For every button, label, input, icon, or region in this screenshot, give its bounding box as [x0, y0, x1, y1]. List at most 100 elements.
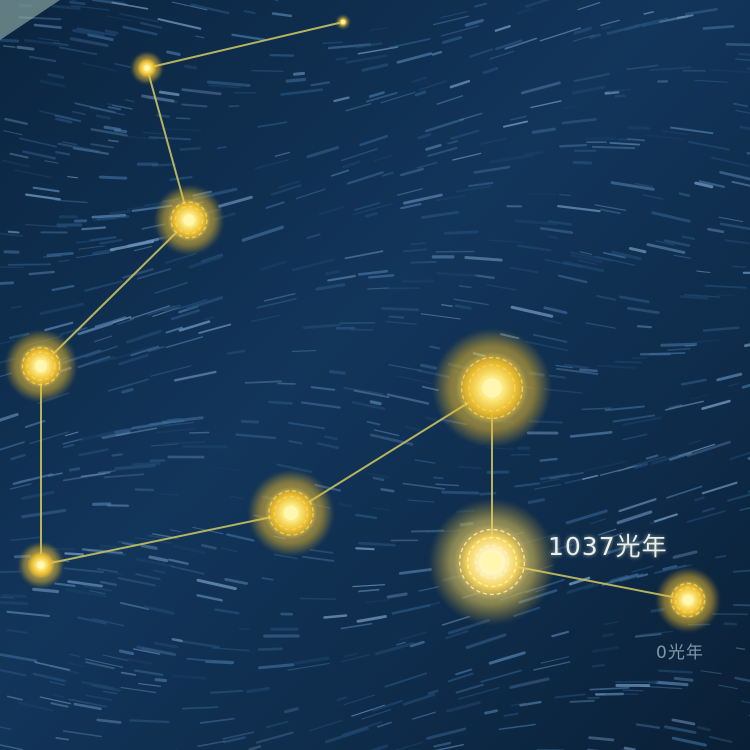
brush-stroke: [600, 19, 620, 27]
brush-stroke: [81, 680, 115, 690]
brush-stroke: [464, 18, 484, 27]
brush-stroke: [441, 490, 480, 495]
brush-stroke: [206, 80, 251, 88]
star: [18, 542, 64, 588]
brush-stroke: [106, 15, 132, 22]
brush-stroke: [67, 662, 85, 668]
brush-stroke: [592, 646, 620, 653]
brush-stroke: [112, 104, 133, 110]
brush-stroke: [315, 283, 346, 291]
brush-stroke: [125, 135, 158, 141]
brush-stroke: [214, 608, 240, 615]
brush-stroke: [436, 272, 478, 278]
brush-stroke: [212, 466, 241, 472]
brush-stroke: [54, 582, 76, 587]
brush-stroke: [396, 188, 423, 196]
brush-stroke: [365, 598, 390, 604]
brush-stroke: [676, 14, 694, 19]
brush-stroke: [158, 90, 180, 97]
brush-stroke: [14, 169, 52, 179]
brush-stroke: [582, 474, 599, 480]
brush-stroke: [427, 689, 439, 695]
brush-stroke: [563, 363, 589, 370]
brush-stroke: [426, 601, 441, 607]
brush-stroke: [602, 251, 626, 259]
brush-stroke: [414, 459, 436, 464]
brush-stroke: [54, 114, 81, 123]
brush-stroke: [99, 239, 123, 245]
brush-stroke: [517, 8, 533, 15]
brush-stroke: [588, 33, 601, 39]
brush-stroke: [592, 664, 606, 668]
brush-stroke: [179, 147, 201, 151]
brush-stroke: [510, 702, 527, 707]
brush-stroke: [599, 465, 638, 476]
brush-stroke: [58, 46, 98, 56]
brush-stroke: [0, 339, 15, 345]
brush-stroke: [176, 117, 191, 120]
brush-stroke: [614, 94, 626, 98]
brush-stroke: [52, 693, 65, 698]
brush-stroke: [241, 225, 284, 242]
brush-stroke: [488, 239, 524, 244]
brush-stroke: [732, 569, 750, 573]
brush-stroke: [709, 735, 733, 743]
brush-stroke: [157, 18, 202, 30]
brush-stroke: [76, 27, 117, 37]
brush-stroke: [590, 518, 607, 525]
brush-stroke: [724, 239, 750, 245]
brush-stroke: [340, 148, 378, 162]
brush-stroke: [120, 686, 157, 694]
brush-stroke: [602, 633, 614, 638]
brush-stroke: [137, 268, 172, 280]
brush-stroke: [584, 460, 628, 472]
brush-stroke: [85, 661, 115, 670]
brush-stroke: [679, 295, 709, 300]
brush-stroke: [265, 201, 285, 209]
brush-stroke: [660, 342, 698, 347]
brush-stroke: [148, 555, 169, 563]
brush-stroke: [358, 541, 396, 547]
brush-stroke: [455, 668, 473, 676]
brush-stroke: [716, 372, 743, 382]
brush-stroke: [357, 269, 389, 276]
brush-stroke: [327, 274, 356, 282]
brush-stroke: [571, 85, 606, 95]
brush-stroke: [570, 254, 604, 264]
brush-stroke: [164, 441, 206, 445]
brush-stroke: [509, 266, 539, 274]
brush-stroke: [261, 577, 274, 581]
brush-stroke: [556, 367, 599, 375]
brush-stroke: [440, 25, 480, 37]
brush-stroke: [0, 570, 21, 574]
brush-stroke: [280, 88, 324, 96]
brush-stroke: [84, 280, 123, 292]
brush-stroke: [67, 698, 108, 708]
brush-stroke: [111, 453, 123, 457]
brush-stroke: [435, 483, 460, 487]
brush-stroke: [114, 427, 133, 434]
brush-stroke: [433, 15, 469, 26]
brush-stroke: [147, 305, 176, 316]
brush-stroke: [57, 142, 100, 153]
brush-stroke: [400, 167, 424, 177]
brush-stroke: [133, 669, 164, 676]
brush-stroke: [484, 709, 498, 715]
brush-stroke: [702, 326, 740, 332]
brush-stroke: [355, 513, 377, 519]
brush-stroke: [274, 151, 290, 157]
brush-stroke: [627, 138, 646, 142]
brush-stroke: [589, 686, 630, 691]
brush-stroke: [343, 386, 384, 396]
brush-stroke: [361, 709, 392, 720]
star: [4, 329, 78, 403]
brush-stroke: [732, 265, 746, 268]
brush-stroke: [728, 382, 739, 387]
brush-stroke: [356, 615, 387, 623]
brush-stroke: [381, 306, 420, 312]
brush-stroke: [502, 120, 528, 128]
star: [153, 184, 225, 256]
brush-stroke: [113, 128, 128, 134]
brush-stroke: [649, 352, 686, 355]
brush-stroke: [49, 665, 80, 675]
